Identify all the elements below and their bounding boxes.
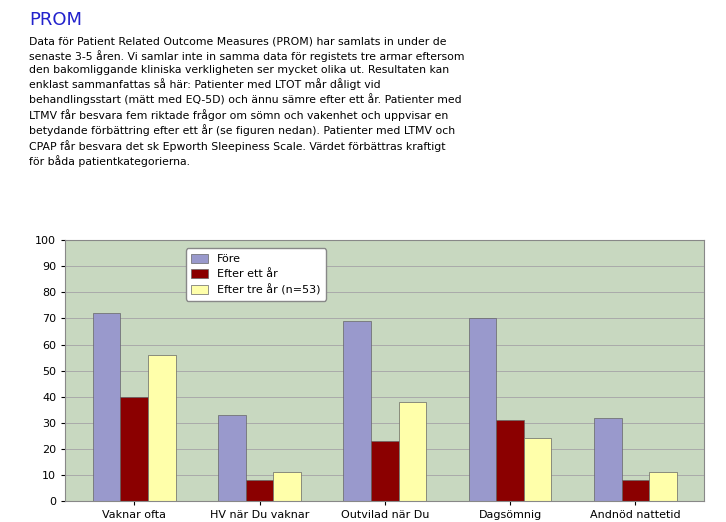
Bar	[594, 418, 621, 501]
Bar	[469, 318, 497, 501]
Text: PROM: PROM	[29, 10, 82, 29]
Bar	[245, 480, 273, 501]
Bar	[371, 441, 399, 501]
Text: Data för Patient Related Outcome Measures (PROM) har samlats in under de
senaste: Data för Patient Related Outcome Measure…	[29, 37, 465, 167]
Legend: Före, Efter ett år, Efter tre år (n=53): Före, Efter ett år, Efter tre år (n=53)	[186, 248, 326, 301]
Bar	[148, 355, 176, 501]
Bar	[399, 402, 426, 501]
Bar	[497, 420, 524, 501]
Bar	[524, 438, 551, 501]
Bar	[121, 397, 148, 501]
Bar	[219, 415, 245, 501]
Bar	[273, 472, 301, 501]
Bar	[649, 472, 677, 501]
Bar	[93, 313, 121, 501]
Bar	[343, 321, 371, 501]
Bar	[621, 480, 649, 501]
